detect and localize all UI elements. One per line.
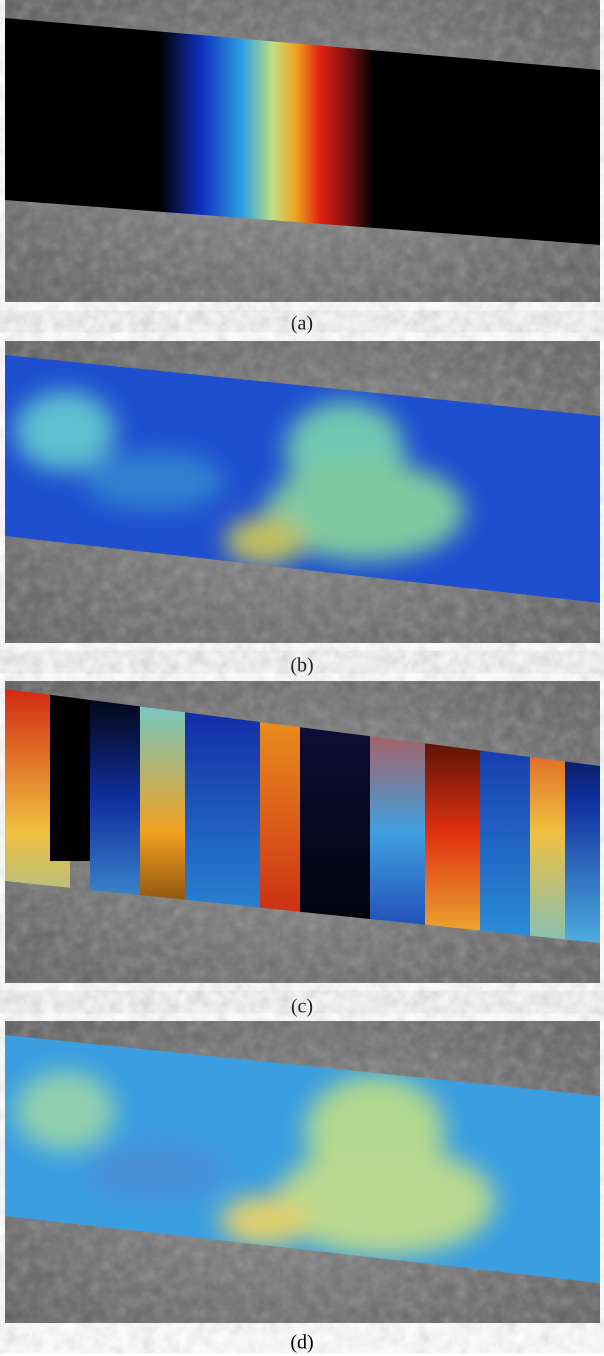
page: {"captions": ["(a)", "(b)", "(c)", "(d)"… xyxy=(0,0,604,1356)
caption: (b) xyxy=(290,655,313,677)
panel-c xyxy=(5,681,600,983)
figure: (a) (b) xyxy=(0,0,604,1356)
panel-b xyxy=(5,341,600,643)
panel-a xyxy=(5,0,600,302)
caption: (c) xyxy=(291,996,313,1018)
caption: (a) xyxy=(291,313,313,335)
caption: (d) xyxy=(290,1332,313,1354)
panel-d xyxy=(5,1021,600,1323)
